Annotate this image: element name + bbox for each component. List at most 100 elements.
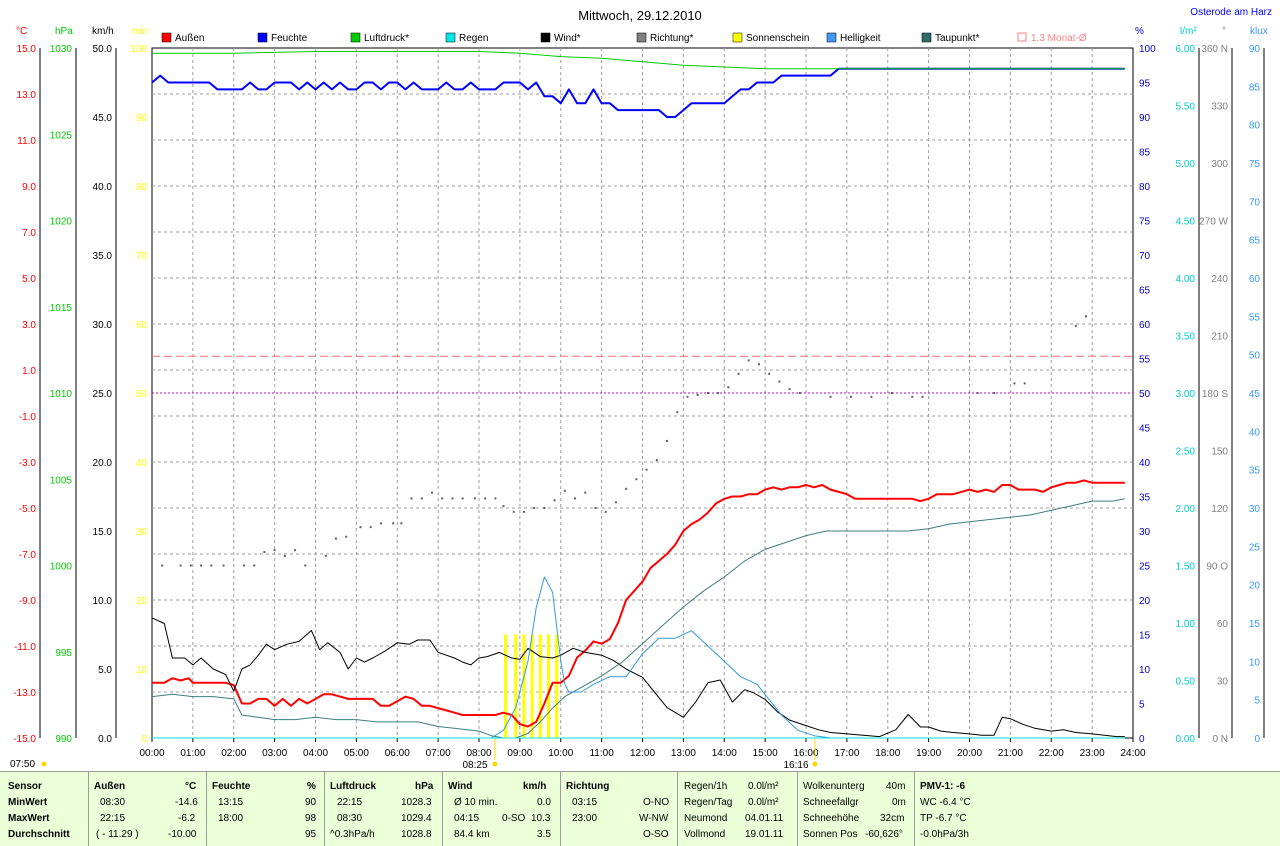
direction-point	[666, 439, 669, 442]
x-tick-label: 06:00	[385, 748, 410, 759]
direction-point	[512, 510, 515, 513]
direction-point	[189, 564, 192, 567]
sensor-header: Sensor	[8, 781, 42, 792]
wind-max-direction: 0-SO	[502, 813, 526, 824]
y-tick-label-brightness: 5	[1254, 696, 1260, 707]
direction-point	[242, 564, 245, 567]
direction-point	[410, 497, 413, 500]
richtung-max-time: 23:00	[572, 813, 598, 824]
sunset-label: 16:16	[783, 760, 808, 771]
x-tick-label: 11:00	[589, 748, 614, 759]
y-tick-label-wind: 0.0	[98, 734, 112, 745]
feuchte-min-time: 13:15	[218, 797, 244, 808]
vollmond-label: Vollmond	[684, 829, 726, 840]
x-tick-label: 23:00	[1080, 748, 1105, 759]
y-tick-label-temperature: -15.0	[13, 734, 36, 745]
luftdruck-min-time: 22:15	[337, 797, 363, 808]
direction-point	[369, 526, 372, 529]
x-tick-label: 17:00	[834, 748, 859, 759]
series-helligkeit	[152, 576, 1125, 739]
sunset-marker	[812, 761, 818, 767]
richtung-min-value: O-NO	[643, 797, 670, 808]
y-tick-label-wind: 15.0	[93, 527, 113, 538]
legend-label: Regen	[459, 33, 488, 44]
aussen-avg-value: -10.00	[168, 829, 197, 840]
wind-avg-value: 3.5	[537, 829, 551, 840]
direction-point	[696, 393, 699, 396]
y-tick-label-rain: 0.00	[1176, 734, 1196, 745]
direction-point	[502, 505, 505, 508]
y-tick-label-humidity: 20	[1139, 596, 1151, 607]
y-tick-label-brightness: 45	[1249, 389, 1261, 400]
y-tick-label-rain: 3.00	[1176, 389, 1196, 400]
y-tick-label-brightness: 50	[1249, 351, 1261, 362]
wind-header: Wind	[448, 781, 473, 792]
y-tick-label-temperature: -5.0	[19, 504, 37, 515]
y-tick-label-sunshine: 40	[136, 458, 148, 469]
y-tick-label-temperature: 5.0	[22, 274, 36, 285]
y-tick-label-sunshine: 0	[141, 734, 147, 745]
direction-point	[473, 497, 476, 500]
y-tick-label-humidity: 60	[1139, 320, 1151, 331]
plot-area	[151, 47, 1134, 739]
y-tick-label-humidity: 90	[1139, 113, 1151, 124]
y-tick-label-humidity: 30	[1139, 527, 1151, 538]
windchill-value: WC -6.4 °C	[920, 797, 971, 808]
y-tick-label-brightness: 35	[1249, 466, 1261, 477]
wolken-value: 40m	[886, 781, 906, 792]
x-tick-label: 04:00	[303, 748, 328, 759]
y-tick-label-pressure: 995	[55, 648, 72, 659]
y-tick-label-brightness: 20	[1249, 581, 1261, 592]
y-tick-label-rain: 2.00	[1176, 504, 1196, 515]
direction-point	[283, 554, 286, 557]
y-tick-label-humidity: 0	[1139, 734, 1145, 745]
y-tick-label-temperature: 3.0	[22, 320, 36, 331]
direction-point	[161, 564, 164, 567]
direction-point	[1013, 382, 1016, 385]
direction-point	[400, 522, 403, 525]
y-tick-label-wind: 10.0	[93, 596, 113, 607]
direction-point	[553, 499, 556, 502]
x-tick-label: 03:00	[262, 748, 287, 759]
y-tick-label-brightness: 25	[1249, 542, 1261, 553]
y-tick-label-sunshine: 70	[136, 251, 148, 262]
aussen-min-value: -14.6	[175, 797, 198, 808]
axis-labels: 00:00 01:00 02:00 03:00 04:00 05:00 06:00 07:00…	[10, 26, 1268, 771]
y-tick-label-brightness: 15	[1249, 619, 1261, 630]
legend-swatch	[350, 32, 361, 43]
direction-point	[253, 564, 256, 567]
y-tick-label-direction: 120	[1211, 504, 1228, 515]
y-tick-label-wind: 25.0	[93, 389, 113, 400]
x-tick-label: 24:00	[1120, 748, 1145, 759]
y-tick-label-temperature: -1.0	[19, 412, 37, 423]
direction-point	[324, 554, 327, 557]
x-tick-label: 09:00	[507, 748, 532, 759]
x-tick-label: 13:00	[671, 748, 696, 759]
weather-chart: Mittwoch, 29.12.2010 Osterode am Harz Au…	[10, 7, 1272, 771]
luftdruck-max-time: 08:30	[337, 813, 363, 824]
y-tick-label-wind: 50.0	[93, 44, 113, 55]
direction-point	[543, 507, 546, 509]
direction-point	[911, 395, 914, 398]
y-tick-label-brightness: 10	[1249, 657, 1261, 668]
axis-unit-direction: °	[1222, 26, 1226, 37]
legend-label: Luftdruck*	[364, 33, 409, 44]
neumond-label: Neumond	[684, 813, 728, 824]
aussen-header: Außen	[94, 781, 126, 792]
y-tick-label-temperature: -11.0	[14, 642, 36, 653]
sunrise-marker	[41, 761, 47, 767]
direction-point	[1074, 324, 1077, 327]
legend-label: Feuchte	[271, 33, 308, 44]
direction-point	[706, 392, 709, 394]
x-tick-label: 22:00	[1039, 748, 1064, 759]
legend-label: Taupunkt*	[935, 33, 980, 44]
y-tick-label-rain: 5.00	[1176, 159, 1196, 170]
direction-point	[890, 392, 893, 394]
direction-point	[614, 501, 617, 504]
y-tick-label-brightness: 60	[1249, 274, 1261, 285]
y-tick-label-brightness: 85	[1249, 82, 1261, 93]
aussen-max-time: 22:15	[100, 813, 126, 824]
direction-point	[655, 459, 658, 462]
y-tick-label-rain: 6.00	[1176, 44, 1196, 55]
y-tick-label-sunshine: 60	[136, 320, 148, 331]
